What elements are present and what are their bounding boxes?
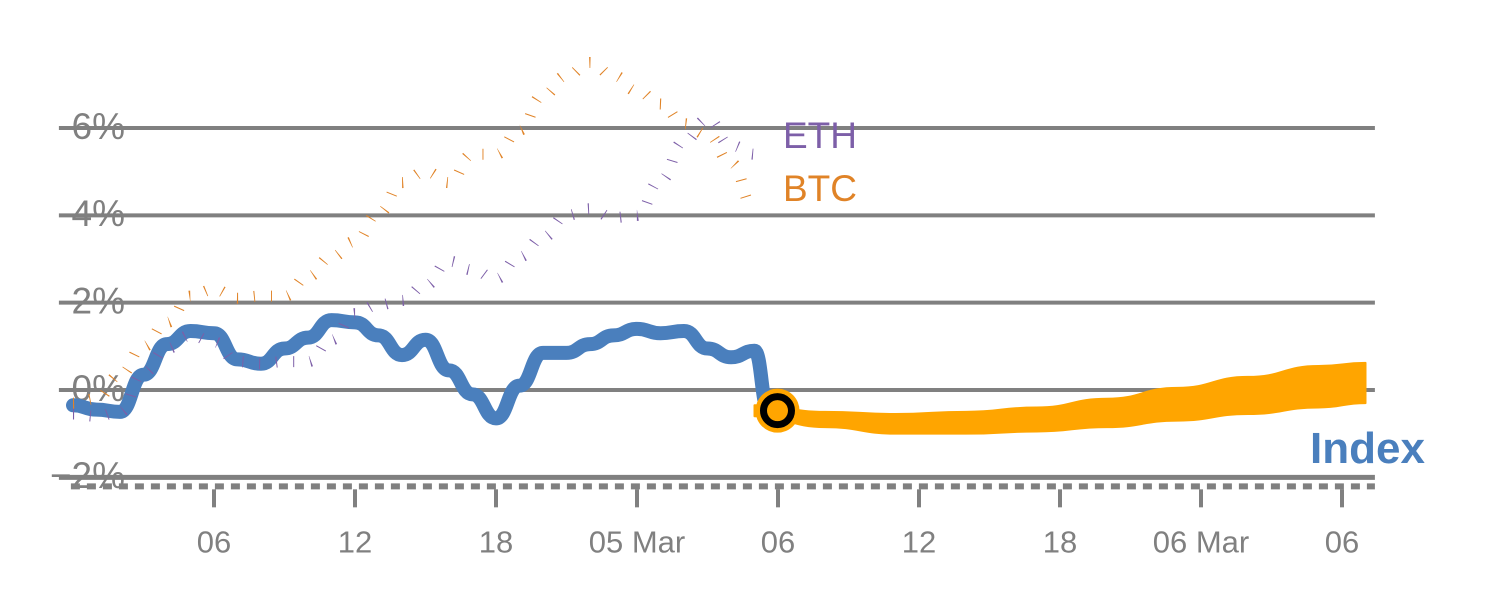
- series-line-index: [66, 313, 776, 426]
- x-tick-label: 06: [197, 524, 231, 559]
- forecast-start-marker[interactable]: [760, 393, 795, 429]
- x-tick-label: 12: [902, 524, 936, 559]
- series-label-index: Index: [1310, 424, 1425, 473]
- x-tick-label: 12: [338, 524, 372, 559]
- x-axis-group: [58, 474, 1375, 508]
- y-tick-label: 2%: [72, 280, 125, 321]
- forecast-band: [753, 361, 1367, 435]
- series-layer: [66, 56, 1367, 435]
- x-tick-label: 05 Mar: [589, 524, 685, 559]
- y-tick-label: 4%: [72, 193, 125, 234]
- y-tick-label: 6%: [72, 106, 125, 147]
- marker-layer: [755, 388, 800, 433]
- y-tick-label: −2%: [50, 455, 125, 496]
- y-tick-label-group: 6%4%2%0%−2%: [50, 106, 125, 496]
- x-tick-label: 18: [1043, 524, 1077, 559]
- x-tick-label: 06: [1325, 524, 1359, 559]
- series-label-btc: BTC: [783, 168, 857, 209]
- x-tick-label-group: 06 12 18 05 Mar 06 12 18 06 Mar 06: [197, 524, 1359, 559]
- x-tick-label: 18: [479, 524, 513, 559]
- x-tick-label: 06 Mar: [1153, 524, 1249, 559]
- series-label-eth: ETH: [783, 115, 857, 156]
- x-tick-label: 06: [761, 524, 795, 559]
- series-line-eth: [72, 113, 755, 422]
